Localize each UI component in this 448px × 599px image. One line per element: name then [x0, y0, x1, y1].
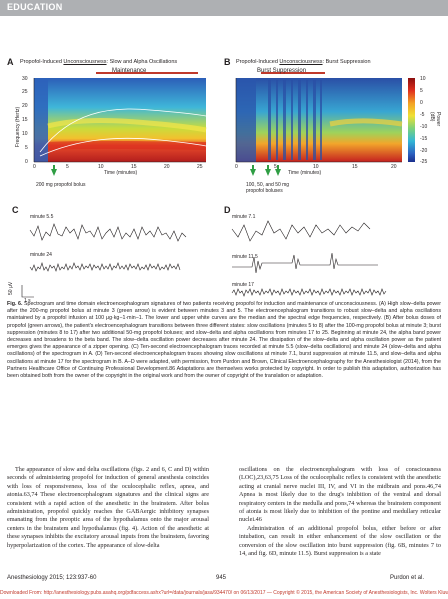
- x-tick: 10: [313, 164, 319, 170]
- download-notice: Downloaded From: http://anesthesiology.p…: [0, 590, 448, 596]
- power-tick: -15: [420, 136, 428, 142]
- maintenance-label: Maintenance: [112, 68, 147, 74]
- power-tick: -20: [420, 148, 428, 154]
- page-number: 945: [216, 575, 227, 581]
- y-tick: 25: [22, 89, 28, 95]
- panel-c-letter: C: [12, 205, 19, 215]
- x-tick: 0: [33, 164, 36, 170]
- panel-a-title: Propofol-Induced Unconsciousness: Slow a…: [20, 59, 178, 65]
- trace-label: minute 11.5: [232, 254, 258, 260]
- x-tick: 15: [352, 164, 358, 170]
- body-column-left: The appearance of slow and delta oscilla…: [7, 466, 209, 550]
- figure-number: Fig. 6.: [7, 301, 23, 307]
- section-banner: EDUCATION: [0, 0, 448, 16]
- y-tick: 5: [25, 145, 28, 151]
- x-tick: 10: [98, 164, 104, 170]
- power-axis-label: Power (dB): [429, 112, 441, 127]
- paragraph: oscillations on the electroencephalogram…: [239, 466, 441, 524]
- x-tick: 15: [131, 164, 137, 170]
- trace-label: minute 7.1: [232, 214, 256, 220]
- paragraph: Administration of an additional propofol…: [239, 524, 441, 558]
- section-label: EDUCATION: [7, 2, 63, 12]
- x-tick: 25: [197, 164, 203, 170]
- paragraph: The appearance of slow and delta oscilla…: [7, 466, 209, 549]
- power-tick: -10: [420, 124, 428, 130]
- spectrogram-figure: [33, 72, 415, 176]
- trace-label: minute 24: [30, 252, 52, 258]
- eeg-traces: [21, 220, 387, 298]
- panel-b-title: Propofol-Induced Unconsciousness: Burst …: [236, 59, 371, 65]
- x-tick: 20: [164, 164, 170, 170]
- x-tick: 5: [66, 164, 69, 170]
- bolus-label-a: 200 mg propofol bolus: [36, 182, 86, 188]
- authors: Purdon et al.: [390, 575, 425, 581]
- x-axis-label-a: Time (minutes): [104, 170, 138, 176]
- x-tick: 5: [274, 164, 277, 170]
- power-tick: -25: [420, 159, 428, 165]
- x-axis-label-b: Time (minutes): [288, 170, 322, 176]
- y-axis-label: Frequency (Hertz): [15, 106, 21, 148]
- trace-label: minute 5.5: [30, 214, 54, 220]
- caption-text: Spectrogram and time domain electroencep…: [7, 301, 441, 380]
- y-tick: 0: [25, 159, 28, 165]
- x-tick: 20: [391, 164, 397, 170]
- panel-b-letter: B: [224, 57, 231, 67]
- power-tick: 5: [420, 88, 423, 94]
- scale-time: 1 s: [24, 298, 31, 304]
- bolus-label-b: 100, 50, and 50 mg propofol boluses: [246, 182, 290, 194]
- panel-d-letter: D: [224, 205, 231, 215]
- x-tick: 0: [235, 164, 238, 170]
- y-tick: 30: [22, 76, 28, 82]
- body-column-right: oscillations on the electroencephalogram…: [239, 466, 441, 558]
- power-tick: 10: [420, 76, 426, 82]
- y-tick: 20: [22, 103, 28, 109]
- journal-citation: Anesthesiology 2015; 123:937-60: [7, 575, 97, 581]
- burst-suppression-label: Burst Suppression: [257, 68, 307, 74]
- power-tick: 0: [420, 100, 423, 106]
- trace-label: minute 17: [232, 282, 254, 288]
- y-tick: 15: [22, 117, 28, 123]
- panel-a-letter: A: [7, 57, 14, 67]
- figure-caption: Fig. 6. Spectrogram and time domain elec…: [7, 301, 441, 380]
- y-tick: 10: [22, 131, 28, 137]
- scale-voltage: 50 μV: [8, 281, 14, 295]
- power-tick: -5: [420, 112, 425, 118]
